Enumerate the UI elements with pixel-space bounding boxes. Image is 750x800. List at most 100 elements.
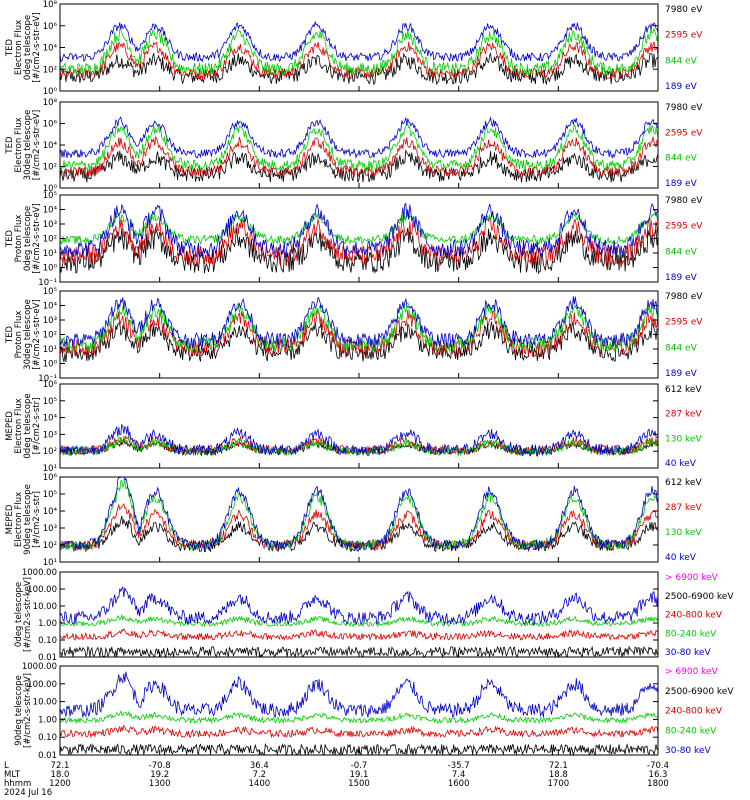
x-tick-label: 1600 <box>448 779 470 789</box>
series-line-1 <box>59 515 659 553</box>
y-axis-label: [#/cm2-s-str-eV] <box>32 203 42 273</box>
legend-entry: 189 eV <box>665 273 698 283</box>
x-row-label: hhmm <box>4 779 31 789</box>
series-line-4 <box>59 710 659 725</box>
y-axis-label: TED <box>5 136 15 155</box>
series-line-4 <box>59 20 659 63</box>
x-tick-label: 7.2 <box>253 770 267 780</box>
y-axis-label: Electron Flux <box>14 117 24 172</box>
x-tick-label: 1500 <box>348 779 370 789</box>
legend-entry: 2595 eV <box>665 222 703 232</box>
x-tick-label: 1300 <box>149 779 171 789</box>
y-tick-label: 10¹ <box>43 464 57 474</box>
y-tick-label: 10⁶ <box>43 473 58 483</box>
y-tick-label: 0.01 <box>38 653 57 663</box>
series-line-3 <box>59 628 659 642</box>
x-tick-label: 16.3 <box>649 770 668 780</box>
y-axis-label: [#/cm2-s-str-eV] <box>32 12 42 82</box>
y-tick-label: 10⁵ <box>43 397 57 407</box>
series-line-3 <box>59 435 659 457</box>
legend-entry: 7980 eV <box>665 292 703 302</box>
y-axis-label: 0deg telescope <box>23 206 33 271</box>
series-line-1 <box>59 226 659 275</box>
panel-5: 10¹ 10² 10³ 10⁴ 10⁵ 10⁶ MEPED Electron Flux 0deg… <box>5 380 702 474</box>
legend-entry: 844 eV <box>665 56 698 66</box>
y-tick-label: 10⁸ <box>43 0 58 10</box>
y-tick-label: 10¹ <box>43 249 57 259</box>
y-tick-label: 10² <box>43 331 57 341</box>
legend-entry: 7980 eV <box>665 5 703 15</box>
y-tick-label: 10⁰ <box>43 264 58 274</box>
panel-8: 0.01 0.10 1.00 10.00 100.00 1000.00 90deg tele… <box>14 662 734 761</box>
y-tick-label: 10² <box>43 163 57 173</box>
y-tick-label: 10⁴ <box>43 44 58 54</box>
y-axis-label: Proton Flux <box>14 311 24 359</box>
series-line-4 <box>59 476 659 551</box>
y-tick-label: 0.10 <box>38 733 57 743</box>
x-tick-label: 7.4 <box>452 770 466 780</box>
legend-entry: 130 keV <box>665 528 702 538</box>
panel-3: 10⁻¹ 10⁰ 10¹ 10² 10³ 10⁴ 10⁵ TED Proton Flux 0deg… <box>5 191 703 288</box>
y-axis-label: 0deg telescope <box>14 582 24 647</box>
x-tick-label: 1700 <box>548 779 570 789</box>
x-tick-label: 72.1 <box>51 761 70 771</box>
y-axis-label: [#/cm2-s-str-eV] <box>32 110 42 180</box>
y-axis-label: TED <box>5 325 15 344</box>
y-tick-label: 1000.00 <box>22 662 57 672</box>
y-axis-label: Electron Flux <box>14 20 24 75</box>
legend-entry: 844 eV <box>665 154 698 164</box>
y-tick-label: 10² <box>43 447 57 457</box>
legend-entry: 287 keV <box>665 410 702 420</box>
panel-7: 0.01 0.10 1.00 10.00 100.00 1000.00 0deg teles… <box>14 568 734 663</box>
legend-entry: 30-80 keV <box>665 648 711 658</box>
x-tick-label: 18.0 <box>51 770 70 780</box>
y-tick-label: 10⁴ <box>43 302 58 312</box>
y-tick-label: 10³ <box>43 220 57 230</box>
y-axis-label: TED <box>5 229 15 248</box>
legend-entry: 7980 eV <box>665 196 703 206</box>
legend-entry: 612 keV <box>665 478 702 488</box>
y-axis-label: 30deg telescope <box>23 299 33 370</box>
y-axis-label: 90deg telescope <box>23 484 33 555</box>
series-line-4 <box>59 116 659 159</box>
x-tick-label: 19.2 <box>150 770 169 780</box>
x-tick-label: -70.8 <box>149 761 171 771</box>
legend-entry: > 6900 keV <box>665 573 719 583</box>
y-tick-label: 10⁻¹ <box>38 374 57 384</box>
panel-4: 10⁻¹ 10⁰ 10¹ 10² 10³ 10⁴ 10⁵ TED Proton Flux 30de… <box>5 287 703 384</box>
series-line-4 <box>59 202 659 258</box>
legend-entry: 844 eV <box>665 247 698 257</box>
series-line-4 <box>59 613 659 628</box>
panel-frame <box>59 101 659 189</box>
legend-entry: 7980 eV <box>665 103 703 113</box>
panel-frame <box>59 665 659 756</box>
series-line-2 <box>59 742 659 757</box>
y-tick-label: 10⁵ <box>43 287 57 297</box>
y-tick-label: 1.00 <box>38 619 57 629</box>
legend-entry: > 6900 keV <box>665 667 719 677</box>
y-tick-label: 10⁰ <box>43 87 58 97</box>
panel-2: 10⁰ 10² 10⁴ 10⁶ 10⁸ TED Electron Flux 30deg tel… <box>5 98 703 194</box>
y-tick-label: 10⁴ <box>43 141 58 151</box>
y-tick-label: 10¹ <box>43 345 57 355</box>
x-tick-label: 1200 <box>49 779 71 789</box>
x-tick-label: 36.4 <box>250 761 269 771</box>
series-line-3 <box>59 27 659 77</box>
panel-frame <box>59 3 659 92</box>
y-axis-label: [#/cm2-s-str] <box>32 491 42 548</box>
x-tick-label: 18.8 <box>549 770 568 780</box>
legend-entry: 40 keV <box>665 459 697 469</box>
y-tick-label: 10² <box>43 541 57 551</box>
legend-entry: 80-240 keV <box>665 629 717 639</box>
legend-entry: 844 eV <box>665 343 698 353</box>
series-line-2 <box>59 310 659 358</box>
y-axis-label: 30deg telescope <box>23 110 33 181</box>
x-row-label: L <box>4 761 9 771</box>
y-tick-label: 10⁶ <box>43 22 58 32</box>
legend-entry: 287 keV <box>665 503 702 513</box>
series-line-2 <box>59 41 659 80</box>
legend-entry: 2595 eV <box>665 128 703 138</box>
y-tick-label: 10³ <box>43 430 57 440</box>
y-tick-label: 10⁴ <box>43 507 58 517</box>
